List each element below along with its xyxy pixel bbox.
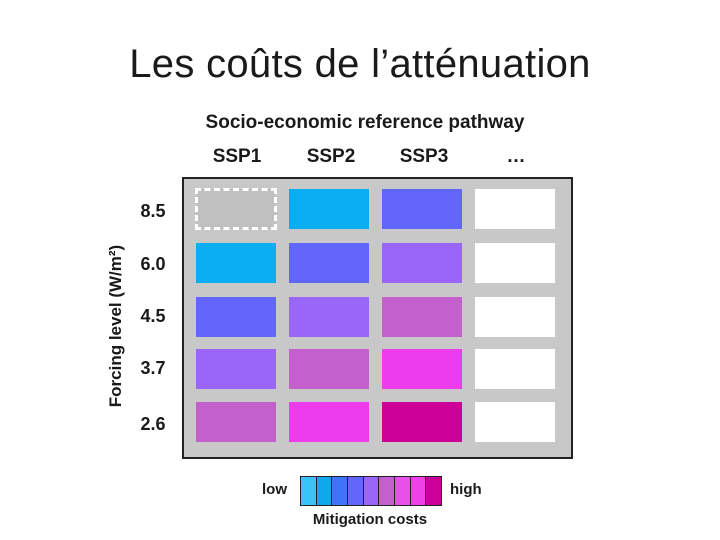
legend-low-label: low [262, 481, 287, 498]
matrix-cell-4-5-more [475, 297, 555, 337]
matrix-cell-2-6-ssp3 [382, 402, 462, 442]
matrix-cell-4-5-ssp2 [289, 297, 369, 337]
x-axis-title: Socio-economic reference pathway [205, 112, 525, 133]
row-label-3-7: 3.7 [140, 358, 166, 378]
legend-swatch-2 [316, 477, 333, 505]
matrix-cell-8-5-ssp1 [195, 188, 277, 230]
matrix-cell-6-0-ssp3 [382, 243, 462, 283]
row-label-4-5: 4.5 [140, 306, 166, 326]
matrix-cell-4-5-ssp1 [196, 297, 276, 337]
matrix-cell-4-5-ssp3 [382, 297, 462, 337]
row-label-8-5: 8.5 [140, 201, 166, 221]
legend-swatch-4 [348, 477, 364, 505]
legend-swatch-1 [301, 477, 317, 505]
y-axis-title: Forcing level (W/m²) [106, 244, 125, 408]
matrix-cell-3-7-more [475, 349, 555, 389]
column-label-ssp1: SSP1 [212, 146, 262, 167]
legend-swatch-5 [363, 477, 380, 505]
matrix-cell-2-6-ssp2 [289, 402, 369, 442]
legend-color-scale [300, 476, 442, 506]
column-label-more: … [506, 146, 526, 167]
legend-high-label: high [450, 481, 482, 498]
matrix-cell-8-5-more [475, 189, 555, 229]
cost-matrix [182, 177, 573, 459]
matrix-cell-3-7-ssp3 [382, 349, 462, 389]
column-label-ssp3: SSP3 [399, 146, 449, 167]
matrix-cell-3-7-ssp1 [196, 349, 276, 389]
matrix-cell-8-5-ssp3 [382, 189, 462, 229]
matrix-cell-6-0-more [475, 243, 555, 283]
column-label-ssp2: SSP2 [306, 146, 356, 167]
legend-swatch-7 [395, 477, 411, 505]
slide-title: Les coûts de l’atténuation [129, 42, 591, 86]
legend-swatch-8 [410, 477, 427, 505]
legend-swatch-3 [332, 477, 349, 505]
matrix-cell-6-0-ssp1 [196, 243, 276, 283]
matrix-cell-2-6-more [475, 402, 555, 442]
matrix-cell-3-7-ssp2 [289, 349, 369, 389]
legend-title: Mitigation costs [312, 511, 428, 528]
legend-swatch-6 [379, 477, 396, 505]
matrix-cell-6-0-ssp2 [289, 243, 369, 283]
matrix-cell-2-6-ssp1 [196, 402, 276, 442]
row-label-2-6: 2.6 [140, 414, 166, 434]
row-label-6-0: 6.0 [140, 254, 166, 274]
matrix-cell-8-5-ssp2 [289, 189, 369, 229]
legend-swatch-9 [426, 477, 442, 505]
